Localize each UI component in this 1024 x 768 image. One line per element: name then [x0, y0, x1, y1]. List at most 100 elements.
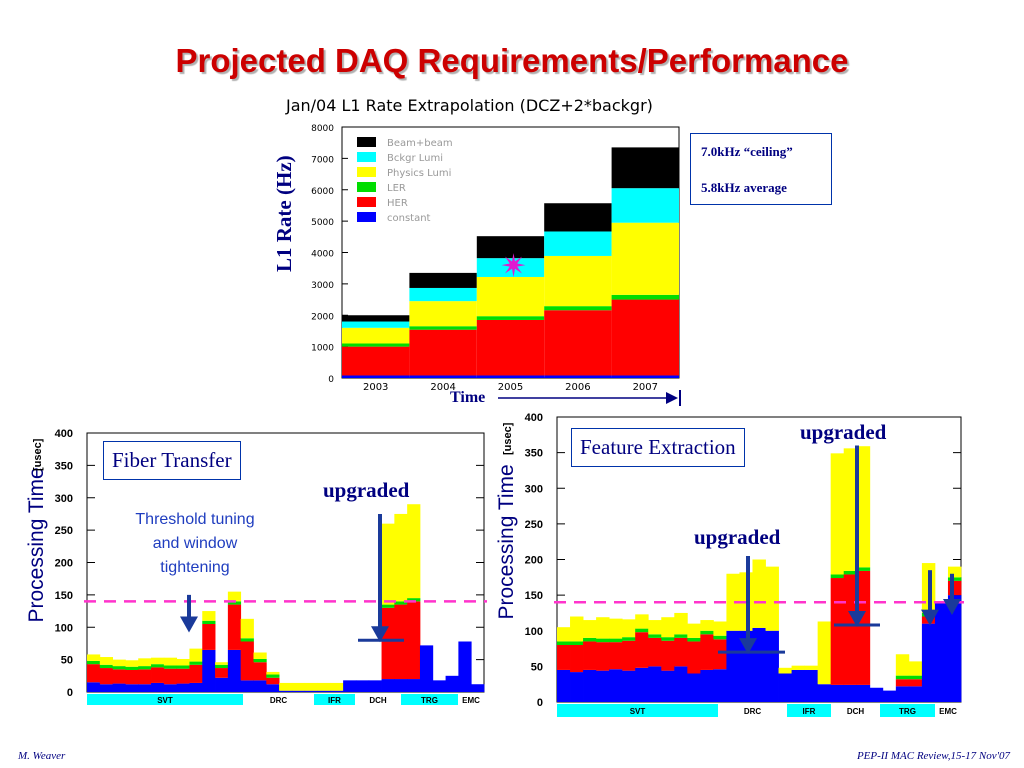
right-bar-blue [674, 666, 688, 702]
top-chart-title: Jan/04 L1 Rate Extrapolation (DCZ+2*back… [286, 96, 653, 115]
right-bar-blue [791, 669, 806, 702]
left-bar-blue [215, 677, 229, 692]
legend-label: LER [387, 183, 406, 194]
right-bar-green [947, 577, 962, 581]
left-bar-red [189, 664, 203, 683]
left-bar-green [87, 660, 101, 665]
left-bar-blue [112, 683, 126, 692]
left-ytick-label: 0 [67, 687, 73, 699]
right-bar-yellow [713, 621, 727, 636]
right-bar-red [622, 640, 636, 671]
right-bar-red [830, 578, 845, 685]
right-bar-blue [856, 684, 871, 702]
left-bar-blue [304, 690, 318, 692]
threshold-line-3: tightening [160, 559, 230, 576]
left-bar-red [240, 641, 254, 681]
left-bar-yellow [215, 662, 229, 665]
right-ytick-label: 250 [525, 519, 543, 531]
right-bar-blue [609, 669, 623, 702]
right-bar-green [830, 574, 845, 579]
left-bar-yellow [266, 671, 280, 675]
left-bar-green [151, 664, 165, 668]
legend-swatch [357, 182, 376, 192]
top-bar-her [544, 310, 612, 376]
right-bar-blue [687, 673, 701, 702]
left-bar-red [215, 668, 229, 678]
left-bar-yellow [330, 682, 344, 691]
left-bar-yellow [317, 682, 331, 691]
left-bar-blue [99, 684, 114, 692]
right-ytick-label: 300 [525, 483, 543, 495]
left-ytick-label: 100 [55, 622, 73, 634]
top-xtick-label: 2006 [565, 382, 590, 393]
top-bar-ler [611, 294, 679, 300]
left-bar-blue [279, 690, 293, 692]
top-bar-her [476, 319, 545, 376]
left-bar-blue [458, 641, 472, 692]
top-ytick-label: 7000 [311, 155, 334, 165]
top-ytick-label: 5000 [311, 218, 334, 228]
top-ytick-label: 0 [328, 375, 334, 385]
right-bar-yellow [635, 614, 649, 629]
left-threshold-arrow-head [180, 616, 198, 633]
left-yunit: [usec] [32, 438, 44, 471]
top-bar-bckgr-lumi [409, 287, 477, 302]
left-bar-green [215, 664, 229, 669]
left-segment-label: IFR [328, 696, 341, 705]
right-bar-yellow [609, 618, 623, 639]
right-bar-yellow [856, 446, 871, 568]
footer-author: M. Weaver [18, 750, 66, 762]
legend-label: Physics Lumi [387, 168, 451, 179]
right-bar-green [648, 634, 662, 638]
left-bar-yellow [151, 657, 165, 665]
right-upgraded-arrow-head [848, 611, 866, 628]
left-ytick-label: 350 [55, 460, 73, 472]
left-bar-red [266, 677, 280, 685]
top-ytick-label: 3000 [311, 281, 334, 291]
left-bar-green [189, 661, 203, 665]
left-segment-bar [401, 694, 458, 705]
threshold-note: Threshold tuning and window tightening [110, 508, 280, 580]
left-bar-red [125, 669, 139, 685]
right-ylabel: Processing Time [495, 464, 518, 619]
right-bar-blue [921, 623, 936, 702]
right-bar-red [674, 637, 688, 667]
left-bar-red [151, 667, 165, 683]
right-bar-yellow [557, 627, 571, 642]
left-bar-blue [343, 680, 357, 692]
left-bar-red [163, 668, 178, 685]
right-bar-blue [648, 666, 662, 702]
right-bar-blue [596, 670, 610, 702]
right-bar-blue [726, 630, 740, 702]
left-bar-yellow [112, 659, 126, 667]
right-bar-yellow [596, 617, 610, 639]
left-bar-blue [240, 680, 254, 692]
left-bar-blue [394, 679, 408, 692]
right-bar-blue [817, 684, 832, 702]
top-ytick-label: 2000 [311, 312, 334, 322]
top-bar-ler [544, 306, 612, 311]
left-segment-bar [314, 694, 355, 705]
left-bar-blue [176, 683, 190, 692]
star-marker [501, 253, 526, 278]
top-bar-physics-lumi [409, 301, 477, 327]
left-bar-green [227, 601, 242, 605]
left-bar-red [253, 662, 267, 681]
legend-label: constant [387, 213, 431, 224]
right-bar-yellow [583, 620, 597, 638]
left-ytick-label: 400 [55, 428, 73, 440]
top-ytick-label: 4000 [311, 250, 334, 260]
right-upgraded-arrow-head [739, 638, 757, 655]
top-bar-physics-lumi [611, 222, 679, 295]
left-ytick-label: 150 [55, 590, 73, 602]
left-bar-yellow [163, 657, 178, 666]
right-bar-green [622, 637, 636, 641]
right-bar-green [713, 635, 727, 640]
average-text: 5.8kHz average [701, 180, 787, 195]
right-bar-yellow [752, 559, 766, 628]
legend-label: HER [387, 198, 408, 209]
left-bar-green [240, 638, 254, 642]
left-bar-green [394, 601, 408, 605]
right-bar-blue [765, 630, 779, 702]
legend-swatch [357, 137, 376, 147]
